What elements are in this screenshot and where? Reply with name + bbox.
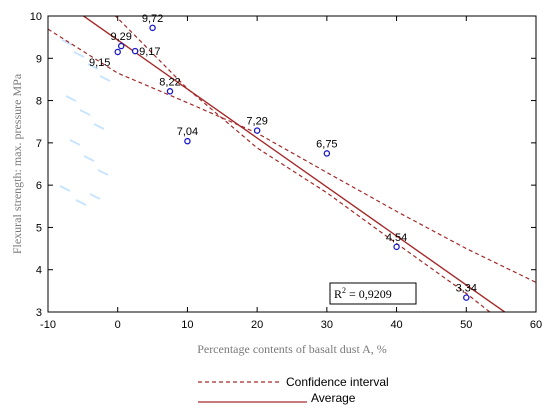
r2-value: = 0,9209 — [346, 287, 392, 301]
faint-dash — [93, 123, 105, 130]
data-point — [166, 88, 174, 95]
faint-dash — [73, 51, 85, 58]
data-point-label: 3,34 — [456, 283, 477, 295]
tick-labels: -10 0 10 20 30 40 50 60 3 4 5 6 7 8 9 10 — [30, 11, 542, 331]
faint-dash — [97, 169, 109, 176]
x-tick-label: 50 — [460, 319, 472, 331]
y-tick-label: 8 — [36, 96, 42, 108]
data-point-label: 9,29 — [110, 31, 131, 43]
y-tick-label: 4 — [36, 265, 42, 277]
data-point-label: 7,29 — [246, 116, 267, 128]
legend-confidence-label: Confidence interval — [286, 375, 389, 389]
x-tick-label: 20 — [251, 319, 263, 331]
faint-dash — [65, 95, 77, 102]
faint-dash — [69, 139, 81, 146]
r2-text: R2 = 0,9209 — [334, 286, 392, 301]
r2-superscript: 2 — [342, 286, 346, 295]
data-point-label: 4,54 — [386, 232, 407, 244]
axis-ticks — [47, 15, 537, 313]
x-tick-label: 0 — [115, 319, 121, 331]
y-tick-label: 6 — [36, 180, 42, 192]
x-tick-label: 40 — [390, 319, 402, 331]
faint-dash — [99, 75, 111, 82]
faint-pattern — [59, 39, 111, 206]
data-point-label: 9,17 — [139, 46, 160, 58]
confidence-lower-line — [114, 16, 491, 312]
confidence-lines — [48, 16, 536, 312]
data-points — [114, 24, 470, 301]
y-tick-label: 9 — [36, 53, 42, 65]
x-tick-label: 30 — [321, 319, 333, 331]
data-point — [149, 24, 156, 32]
x-tick-label: 10 — [181, 319, 193, 331]
y-tick-label: 7 — [36, 138, 42, 150]
x-tick-label: -10 — [40, 319, 56, 331]
data-point — [184, 137, 191, 145]
data-point-label: 7,04 — [177, 126, 198, 138]
data-point — [131, 47, 139, 55]
x-axis-title: Percentage contents of basalt dust A, % — [197, 342, 387, 356]
data-point — [463, 294, 470, 301]
regression-line — [82, 16, 506, 312]
r2-prefix: R — [334, 287, 342, 301]
legend-average-label: Average — [311, 391, 356, 405]
data-point-label: 6,75 — [316, 138, 337, 150]
data-point-label: 8,22 — [159, 76, 180, 88]
faint-dash — [75, 199, 87, 206]
faint-dash — [59, 185, 71, 192]
point-labels: 9,15 9,29 9,17 9,72 8,22 7,04 7,29 6,75 4,54 3,34 — [89, 13, 477, 295]
data-point — [323, 150, 331, 157]
y-tick-label: 10 — [30, 11, 42, 23]
regression-line-path — [82, 16, 506, 312]
faint-dash — [89, 193, 101, 200]
y-tick-label: 3 — [36, 307, 42, 319]
faint-dash — [87, 63, 99, 70]
legend: Confidence interval Average — [198, 375, 389, 405]
plot-frame — [47, 15, 537, 313]
y-axis-title: Flexural strength: max. pressure MPa — [10, 73, 24, 254]
data-point — [114, 48, 121, 56]
r2-box — [329, 282, 417, 305]
confidence-upper-line — [48, 28, 536, 283]
data-point — [393, 243, 400, 251]
faint-dash — [79, 109, 91, 116]
data-point — [253, 127, 261, 134]
faint-dash — [83, 155, 95, 162]
x-tick-label: 60 — [530, 319, 542, 331]
data-point-label: 9,72 — [142, 13, 163, 25]
data-point-label: 9,15 — [89, 57, 110, 69]
data-point — [117, 42, 125, 50]
faint-dash — [61, 39, 73, 46]
r2-annotation: R2 = 0,9209 — [329, 282, 417, 305]
y-tick-label: 5 — [36, 222, 42, 234]
